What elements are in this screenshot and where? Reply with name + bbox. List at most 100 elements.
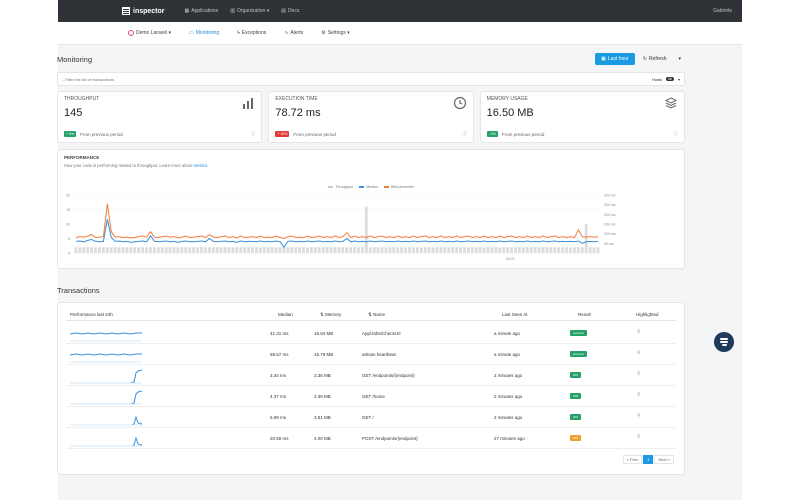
cell-name[interactable]: GET / [362,415,374,420]
hosts-count[interactable]: All [666,77,674,81]
filter-input[interactable]: ...Filter the list of transactions [62,76,115,82]
throughput-bar [251,247,254,253]
throughput-bar [514,247,517,253]
hosts-label[interactable]: Hosts [651,76,663,82]
throughput-bar [129,247,133,253]
pin-icon[interactable]: ⚲ [637,413,641,419]
throughput-bar [82,247,86,253]
table-row[interactable]: 6.99 ms 3.51 MB GET / 2 minutes ago 200 ⚲ [66,407,676,428]
table-row[interactable]: 20.59 ms 4.00 MB POST /endpoints/{endpoint… [66,428,676,449]
throughput-bar [125,247,129,253]
throughput-bar [467,247,470,253]
col-median[interactable]: Median [278,312,293,317]
metrics-link[interactable]: metrics. [193,163,209,168]
time-range-button[interactable]: ▣ Last hour [595,53,635,65]
throughput-bar [486,247,490,253]
throughput-bar [235,247,239,253]
topnav-organization[interactable]: ▥ Organization ▾ [230,8,269,14]
throughput-bar [262,247,266,253]
cell-median: 3.34 ms [270,373,287,378]
bolt-icon: ϟ [237,30,240,36]
card-value: 78.72 ms [275,107,321,119]
topnav-docs[interactable]: ▤ Docs [281,8,299,14]
table-row[interactable]: 41.31 ms 18.94 MB App\Jobs\CheckUrl a minut… [66,323,676,344]
col-performance: Performance last 24h [70,312,113,317]
throughput-bar [349,247,353,253]
bookmark-icon[interactable]: ▾ [677,76,680,82]
throughput-bar [176,247,180,253]
cell-name[interactable]: GET /endpoints/{endpoint} [362,373,415,378]
tab-label: Alerts [290,30,304,36]
cell-name[interactable]: App\Jobs\CheckUrl [362,331,401,336]
cell-name[interactable]: artisan heartbeat [362,352,396,357]
legend-p95[interactable]: 95th percentile [383,185,414,189]
card-value: 145 [64,107,83,119]
median-line [75,219,599,249]
table-row[interactable]: 59.57 ms 16.79 MB artisan heartbeat a minut… [66,344,676,365]
page-header: Monitoring ▣ Last hour ↻ Refresh ▾ [57,50,685,68]
throughput-bar [98,247,101,253]
col-last-seen[interactable]: Last Seen At [502,312,528,317]
refresh-button[interactable]: ↻ Refresh [639,53,671,65]
throughput-bar [113,247,117,253]
throughput-bar [439,247,443,253]
result-badge: success [570,330,587,336]
throughput-bar [219,247,223,253]
card-footer: - 2% From previous period ⓘ [486,131,678,137]
bar-chart-icon [243,98,254,109]
legend-median[interactable]: Median [359,185,378,189]
throughput-bar [180,247,184,253]
result-badge-text: 302 [570,435,582,441]
throughput-bar [502,247,506,253]
pager-prev[interactable]: « Prev [622,455,643,464]
result-badge: 200 [570,414,582,420]
pin-icon[interactable]: ⚲ [637,350,641,356]
clock-icon [453,96,466,110]
throughput-bar [576,247,580,253]
col-memory[interactable]: ⇅ Memory [320,312,342,317]
info-icon[interactable]: ⓘ [250,131,256,136]
cell-name[interactable]: GET /home [362,394,385,399]
table-row[interactable]: 4.37 ms 3.39 MB GET /home 2 minutes ago 200 ⚲ [66,386,676,407]
pin-icon[interactable]: ⚲ [637,329,641,335]
throughput-bar [227,247,231,253]
pager-page[interactable]: 1 [643,455,654,464]
legend-throughput[interactable]: Throughput [328,185,353,189]
throughput-bar [74,247,78,253]
tab-monitoring[interactable]: ▭ Monitoring [189,30,219,36]
app-logo[interactable]: inspector [122,7,165,15]
throughput-bar [506,247,510,253]
delta-badge: + 6% [64,131,77,137]
pin-icon[interactable]: ⚲ [637,392,641,398]
throughput-bar [592,247,596,253]
col-name[interactable]: ⇅ Name [368,312,386,317]
info-icon[interactable]: ⓘ [462,131,467,136]
cell-name[interactable]: POST /endpoints/{endpoint} [362,436,418,441]
chat-widget-button[interactable] [714,332,734,352]
pager-next[interactable]: Next » [654,455,674,464]
info-icon[interactable]: ⓘ [673,131,678,136]
user-menu[interactable]: Gabriele [713,8,732,14]
cell-last-seen: 2 minutes ago [494,373,523,378]
pin-icon[interactable]: ⚲ [637,434,641,440]
pin-icon[interactable]: ⚲ [637,371,641,377]
project-selector[interactable]: Demo Laravel ▾ [128,30,171,36]
tab-alerts[interactable]: ∿ Alerts [284,30,303,36]
tab-label: Settings ▾ [327,30,350,36]
topnav-applications[interactable]: ▦ Applications [185,8,219,14]
table-row[interactable]: 3.34 ms 3.36 MB GET /endpoints/{endpoint} 2… [66,365,676,386]
tab-settings[interactable]: ⚙ Settings ▾ [321,30,349,36]
throughput-bar [149,247,152,253]
transactions-title: Transactions [57,286,100,295]
throughput-bar [204,247,207,253]
throughput-bar [109,247,113,253]
transaction-filter[interactable]: ...Filter the list of transactions Hosts… [57,72,685,86]
delta-badge: + 10% [275,131,290,137]
tab-exceptions[interactable]: ϟ Exceptions [237,30,266,36]
throughput-bar [396,247,400,253]
throughput-bar [239,247,243,253]
throughput-bar [451,247,455,253]
refresh-dropdown-icon[interactable]: ▾ [678,56,681,62]
throughput-bar [588,247,592,253]
layers-icon [664,97,678,109]
